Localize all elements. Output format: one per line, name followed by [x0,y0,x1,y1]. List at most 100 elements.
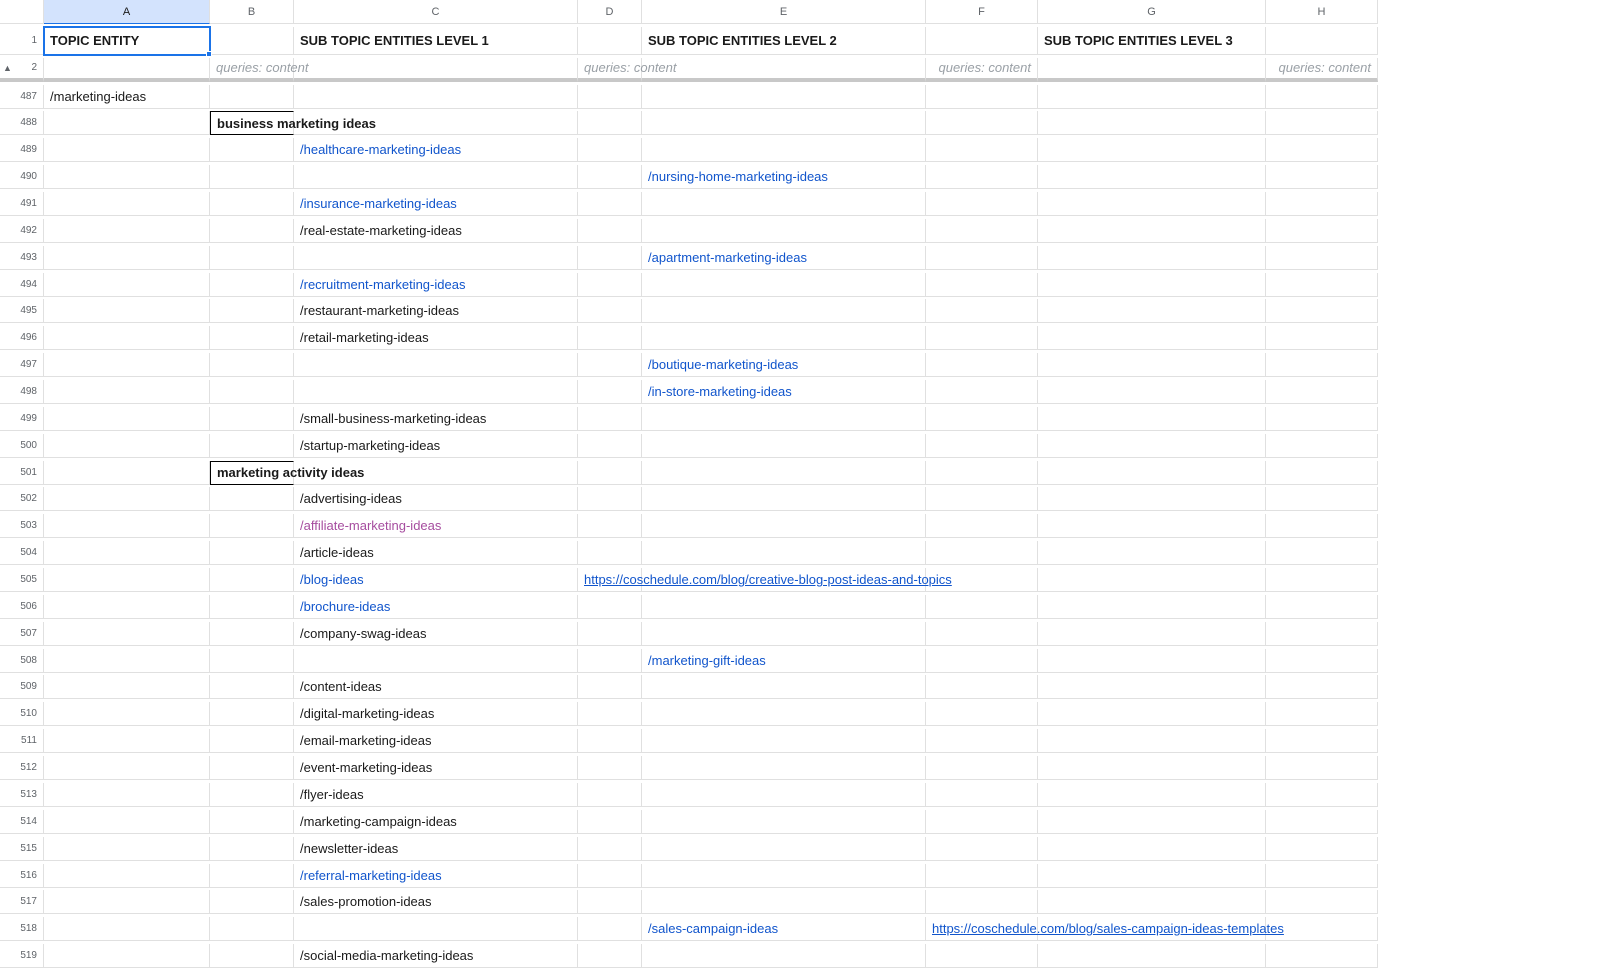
cell-513-b[interactable] [210,783,294,807]
cell-514-g[interactable] [1038,810,1266,834]
cell-519-g[interactable] [1038,944,1266,968]
cell-497-b[interactable] [210,353,294,377]
cell-499-a[interactable] [44,407,210,431]
row-header-518[interactable]: 518 [0,917,44,941]
cell-512-h[interactable] [1266,756,1378,780]
row-header-509[interactable]: 509 [0,675,44,699]
row-header-489[interactable]: 489 [0,138,44,162]
cell-490-g[interactable] [1038,165,1266,189]
cell-514-f[interactable] [926,810,1038,834]
row-header-498[interactable]: 498 [0,380,44,404]
cell-497-e[interactable]: /boutique-marketing-ideas [642,353,926,377]
cell-510-f[interactable] [926,702,1038,726]
cell-497-a[interactable] [44,353,210,377]
cell-510-c[interactable]: /digital-marketing-ideas [294,702,578,726]
cell-507-e[interactable] [642,622,926,646]
cell-512-a[interactable] [44,756,210,780]
cell-490-c[interactable] [294,165,578,189]
cell-500-g[interactable] [1038,434,1266,458]
row-header-499[interactable]: 499 [0,407,44,431]
cell-493-e[interactable]: /apartment-marketing-ideas [642,246,926,270]
cell-499-b[interactable] [210,407,294,431]
cell-511-b[interactable] [210,729,294,753]
cell-504-d[interactable] [578,541,642,565]
cell-512-d[interactable] [578,756,642,780]
cell-499-h[interactable] [1266,407,1378,431]
row-header-497[interactable]: 497 [0,353,44,377]
cell-498-b[interactable] [210,380,294,404]
cell-506-d[interactable] [578,595,642,619]
cell-509-g[interactable] [1038,675,1266,699]
cell-515-c[interactable]: /newsletter-ideas [294,837,578,861]
cell-504-f[interactable] [926,541,1038,565]
cell-2-h[interactable]: queries: content [1266,58,1378,82]
cell-496-g[interactable] [1038,326,1266,350]
cell-509-h[interactable] [1266,675,1378,699]
cell-517-a[interactable] [44,890,210,914]
cell-496-f[interactable] [926,326,1038,350]
cell-515-d[interactable] [578,837,642,861]
cell-503-d[interactable] [578,514,642,538]
cell-512-f[interactable] [926,756,1038,780]
cell-495-d[interactable] [578,299,642,323]
cell-487-c[interactable] [294,85,578,109]
cell-514-c[interactable]: /marketing-campaign-ideas [294,810,578,834]
cell-515-e[interactable] [642,837,926,861]
cell-1-e[interactable]: SUB TOPIC ENTITIES LEVEL 2 [642,27,926,55]
cell-498-e[interactable]: /in-store-marketing-ideas [642,380,926,404]
row-header-514[interactable]: 514 [0,810,44,834]
cell-492-f[interactable] [926,219,1038,243]
cell-517-f[interactable] [926,890,1038,914]
cell-503-a[interactable] [44,514,210,538]
cell-518-a[interactable] [44,917,210,941]
row-header-496[interactable]: 496 [0,326,44,350]
cell-495-e[interactable] [642,299,926,323]
cell-1-h[interactable] [1266,27,1378,55]
cell-505-h[interactable] [1266,568,1378,592]
cell-488-a[interactable] [44,111,210,135]
cell-518-e[interactable]: /sales-campaign-ideas [642,917,926,941]
cell-494-c[interactable]: /recruitment-marketing-ideas [294,273,578,297]
cell-494-a[interactable] [44,273,210,297]
cell-509-b[interactable] [210,675,294,699]
cell-488-g[interactable] [1038,111,1266,135]
cell-504-g[interactable] [1038,541,1266,565]
cell-511-a[interactable] [44,729,210,753]
cell-498-d[interactable] [578,380,642,404]
cell-490-h[interactable] [1266,165,1378,189]
cell-499-g[interactable] [1038,407,1266,431]
cell-510-h[interactable] [1266,702,1378,726]
cell-518-c[interactable] [294,917,578,941]
col-header-d[interactable]: D [578,0,642,24]
cell-515-b[interactable] [210,837,294,861]
cell-500-c[interactable]: /startup-marketing-ideas [294,434,578,458]
cell-513-a[interactable] [44,783,210,807]
cell-504-h[interactable] [1266,541,1378,565]
row-header-515[interactable]: 515 [0,837,44,861]
cell-517-e[interactable] [642,890,926,914]
cell-489-d[interactable] [578,138,642,162]
row-header-493[interactable]: 493 [0,246,44,270]
cell-513-h[interactable] [1266,783,1378,807]
cell-514-a[interactable] [44,810,210,834]
cell-495-f[interactable] [926,299,1038,323]
cell-515-h[interactable] [1266,837,1378,861]
cell-491-d[interactable] [578,192,642,216]
cell-489-f[interactable] [926,138,1038,162]
cell-510-e[interactable] [642,702,926,726]
selection-handle[interactable] [206,51,212,57]
cell-507-g[interactable] [1038,622,1266,646]
cell-513-d[interactable] [578,783,642,807]
cell-499-c[interactable]: /small-business-marketing-ideas [294,407,578,431]
cell-509-e[interactable] [642,675,926,699]
cell-508-h[interactable] [1266,649,1378,673]
cell-488-b[interactable]: business marketing ideas [210,111,294,135]
cell-513-f[interactable] [926,783,1038,807]
cell-495-g[interactable] [1038,299,1266,323]
cell-516-e[interactable] [642,864,926,888]
cell-509-c[interactable]: /content-ideas [294,675,578,699]
cell-492-h[interactable] [1266,219,1378,243]
cell-1-d[interactable] [578,27,642,55]
cell-519-e[interactable] [642,944,926,968]
cell-494-h[interactable] [1266,273,1378,297]
